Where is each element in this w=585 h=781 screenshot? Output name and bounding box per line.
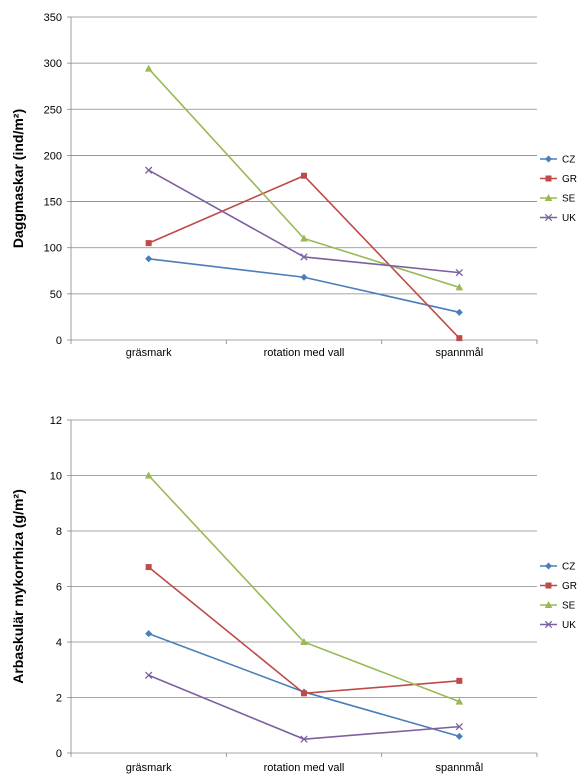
- x-tick-label: rotation med vall: [264, 347, 345, 359]
- data-point: [455, 283, 464, 291]
- legend-label: SE: [562, 601, 576, 612]
- legend-marker: [544, 601, 553, 608]
- data-point: [145, 240, 152, 247]
- data-point: [145, 166, 153, 174]
- legend-marker: [544, 620, 553, 629]
- y-tick-label: 4: [56, 637, 62, 649]
- data-point: [300, 273, 308, 281]
- data-point: [300, 234, 308, 242]
- y-tick-label: 12: [50, 415, 62, 427]
- data-point: [145, 630, 153, 638]
- legend-label: CZ: [562, 155, 575, 166]
- series-cz: [145, 255, 463, 316]
- y-axis-title: Arbaskulär mykorrhiza (g/m²): [10, 489, 26, 684]
- x-tick-label: spannmål: [435, 762, 483, 774]
- data-point: [456, 335, 463, 342]
- y-tick-label: 0: [56, 748, 62, 760]
- legend-marker: [545, 175, 552, 182]
- legend-marker: [545, 562, 552, 570]
- legend-label: GR: [562, 174, 577, 185]
- legend-item-se: SE: [540, 601, 576, 612]
- data-point: [145, 255, 153, 263]
- series-gr: [145, 172, 463, 342]
- data-point: [455, 697, 464, 705]
- legend-label: CZ: [562, 562, 575, 573]
- data-point: [300, 735, 308, 743]
- legend-label: UK: [562, 213, 576, 224]
- y-tick-label: 350: [44, 12, 62, 24]
- data-point: [145, 671, 153, 679]
- legend-marker: [545, 155, 552, 163]
- data-point: [455, 722, 463, 731]
- legend-label: SE: [562, 194, 576, 205]
- y-tick-label: 8: [56, 526, 62, 538]
- series-gr: [145, 564, 463, 697]
- y-tick-label: 10: [50, 471, 62, 483]
- data-point: [455, 732, 463, 740]
- y-axis-title: Daggmaskar (ind/m²): [10, 109, 26, 248]
- legend-item-cz: CZ: [540, 562, 575, 573]
- legend-item-uk: UK: [540, 620, 576, 631]
- y-tick-label: 2: [56, 693, 62, 705]
- series-line: [148, 257, 460, 314]
- y-tick-label: 0: [56, 335, 62, 347]
- chart-2: 0 2 4 6 8 10 12 gräsmark rotation med vall spannm…: [10, 415, 577, 774]
- y-tick-label: 200: [44, 150, 62, 162]
- data-point: [300, 253, 308, 261]
- legend-item-uk: UK: [540, 213, 576, 224]
- legend-marker: [545, 582, 552, 589]
- chart-1: 0 50 100 150 200 250 300 350 gräsmark rotation me…: [10, 12, 577, 359]
- data-point: [456, 677, 463, 684]
- data-point: [144, 64, 153, 72]
- legend-item-cz: CZ: [540, 155, 575, 166]
- data-point: [144, 471, 153, 479]
- y-tick-label: 150: [44, 197, 62, 209]
- legend-marker: [544, 194, 553, 201]
- legend-item-gr: GR: [540, 581, 577, 592]
- series-uk: [145, 166, 463, 277]
- x-tick-label: gräsmark: [126, 347, 172, 359]
- series-line: [148, 474, 460, 703]
- y-tick-label: 100: [44, 243, 62, 255]
- series-se: [144, 471, 464, 705]
- legend-item-gr: GR: [540, 174, 577, 185]
- data-point: [455, 308, 463, 316]
- series-line: [148, 566, 460, 695]
- data-point: [455, 268, 463, 277]
- legend-marker: [544, 213, 553, 222]
- data-point: [301, 172, 307, 179]
- x-tick-label: rotation med vall: [264, 762, 345, 774]
- series-se: [144, 64, 464, 291]
- legend-label: GR: [562, 581, 577, 592]
- series-uk: [145, 671, 463, 743]
- x-tick-label: spannmål: [435, 347, 483, 359]
- legend-label: UK: [562, 620, 576, 631]
- data-point: [301, 690, 307, 697]
- legend-item-se: SE: [540, 194, 576, 205]
- data-point: [300, 638, 308, 645]
- data-point: [145, 564, 152, 571]
- y-tick-label: 300: [44, 58, 62, 70]
- y-tick-label: 250: [44, 104, 62, 116]
- x-tick-label: gräsmark: [126, 762, 172, 774]
- y-tick-label: 6: [56, 582, 62, 594]
- y-tick-label: 50: [50, 289, 62, 301]
